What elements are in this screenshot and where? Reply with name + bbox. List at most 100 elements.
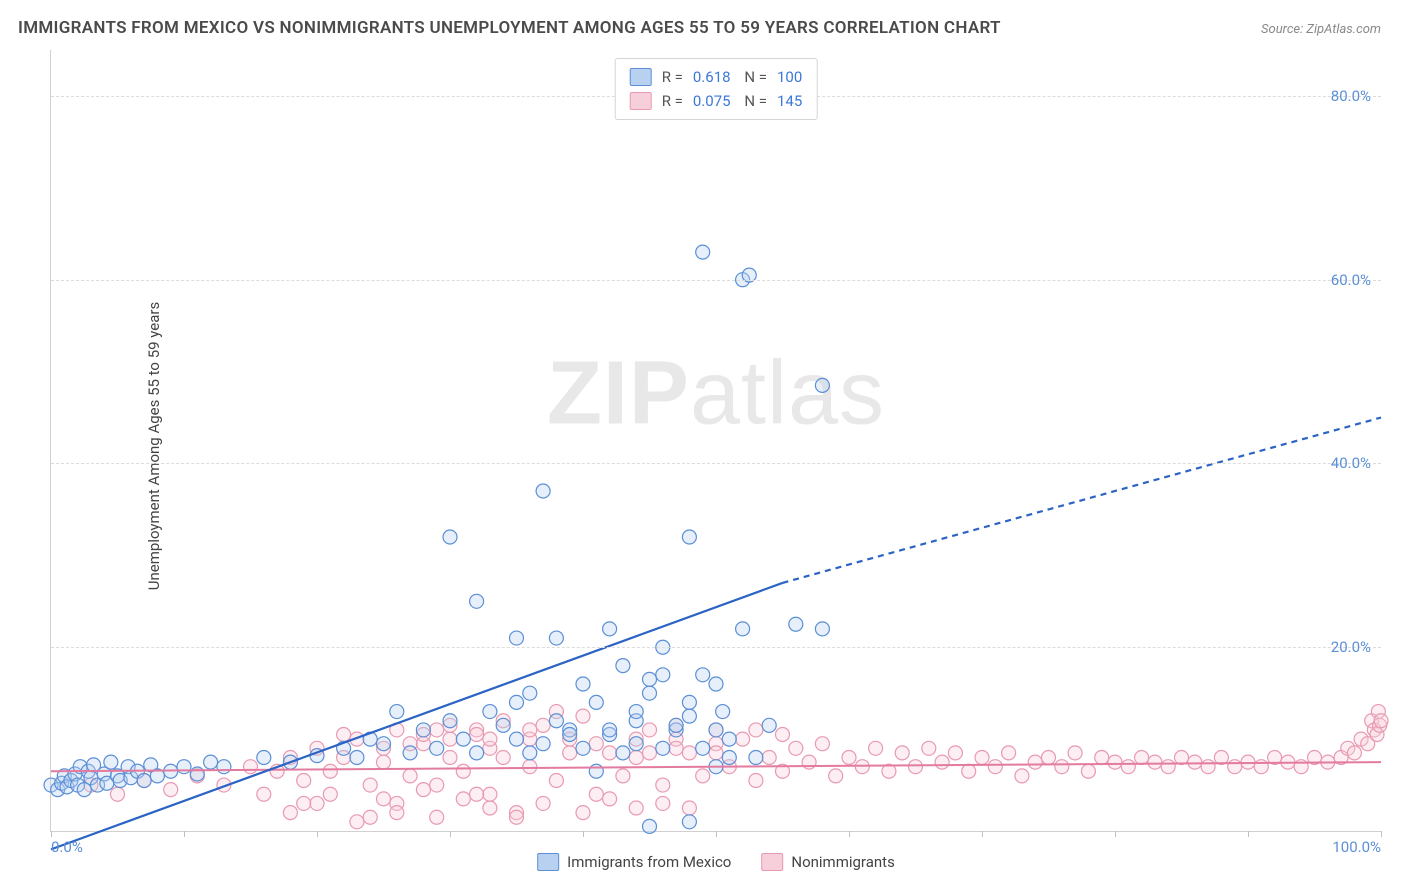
legend-r-label: R = [662,65,683,89]
data-point [616,746,630,760]
data-point [603,622,617,636]
data-point [576,677,590,691]
x-tick [583,831,584,837]
data-point [483,787,497,801]
data-point [988,760,1002,774]
data-point [217,760,231,774]
data-point [682,709,696,723]
data-point [350,750,364,764]
data-point [643,686,657,700]
data-point [682,801,696,815]
x-tick [184,831,185,837]
trend-line-extrapolated [783,418,1382,583]
data-point [377,792,391,806]
legend-item-1: Immigrants from Mexico [537,853,731,871]
data-point [297,796,311,810]
data-point [815,622,829,636]
data-point [283,806,297,820]
data-point [656,796,670,810]
data-point [443,750,457,764]
data-point [656,741,670,755]
data-point [510,732,524,746]
data-point [762,750,776,764]
data-point [416,723,430,737]
y-tick-label: 80.0% [1331,87,1371,105]
data-point [682,746,696,760]
data-point [310,796,324,810]
x-tick [982,831,983,837]
legend-row-series-2: R = 0.075 N = 145 [630,89,803,113]
legend-correlation: R = 0.618 N = 100 R = 0.075 N = 145 [615,58,818,120]
x-tick [450,831,451,837]
data-point [563,728,577,742]
legend-n-label: N = [741,89,767,113]
data-point [1228,760,1242,774]
data-point [377,737,391,751]
legend-series: Immigrants from Mexico Nonimmigrants [537,853,895,871]
data-point [536,484,550,498]
data-point [696,245,710,259]
data-point [1081,764,1095,778]
data-point [1002,746,1016,760]
data-point [682,695,696,709]
data-point [922,741,936,755]
data-point [390,705,404,719]
data-point [962,764,976,778]
y-tick-label: 20.0% [1331,638,1371,656]
data-point [643,723,657,737]
data-point [137,773,151,787]
data-point [589,787,603,801]
data-point [483,705,497,719]
data-point [390,806,404,820]
plot-area: ZIPatlas R = 0.618 N = 100 R = 0.075 N =… [50,50,1381,832]
data-point [603,746,617,760]
legend-n-value-1: 100 [777,65,802,89]
chart-container: IMMIGRANTS FROM MEXICO VS NONIMMIGRANTS … [0,0,1406,892]
data-point [616,769,630,783]
data-point [656,668,670,682]
data-point [430,741,444,755]
data-point [456,764,470,778]
data-point [696,741,710,755]
y-tick-label: 40.0% [1331,454,1371,472]
data-point [443,732,457,746]
data-point [323,787,337,801]
legend-swatch-2 [630,92,652,110]
legend-n-value-2: 145 [777,89,802,113]
data-point [722,732,736,746]
data-point [749,773,763,787]
data-point [669,718,683,732]
data-point [1042,750,1056,764]
source-label: Source: ZipAtlas.com [1261,22,1381,37]
data-point [1121,760,1135,774]
data-point [483,801,497,815]
data-point [576,806,590,820]
data-point [111,787,125,801]
data-point [576,741,590,755]
data-point [643,746,657,760]
legend-item-2: Nonimmigrants [761,853,894,871]
data-point [776,728,790,742]
y-tick-label: 60.0% [1331,271,1371,289]
data-point [416,783,430,797]
data-point [403,746,417,760]
data-point [629,705,643,719]
x-tick [1248,831,1249,837]
data-point [736,622,750,636]
data-point [523,723,537,737]
data-point [589,737,603,751]
data-point [603,792,617,806]
data-point [629,750,643,764]
legend-n-label: N = [741,65,767,89]
data-point [190,767,204,781]
data-point [1015,769,1029,783]
data-point [257,750,271,764]
legend-r-label: R = [662,89,683,113]
data-point [709,677,723,691]
data-point [496,750,510,764]
legend-swatch-1 [630,68,652,86]
chart-title: IMMIGRANTS FROM MEXICO VS NONIMMIGRANTS … [18,18,1001,38]
data-point [1175,750,1189,764]
data-point [682,530,696,544]
legend-swatch-bottom-2 [761,853,783,871]
